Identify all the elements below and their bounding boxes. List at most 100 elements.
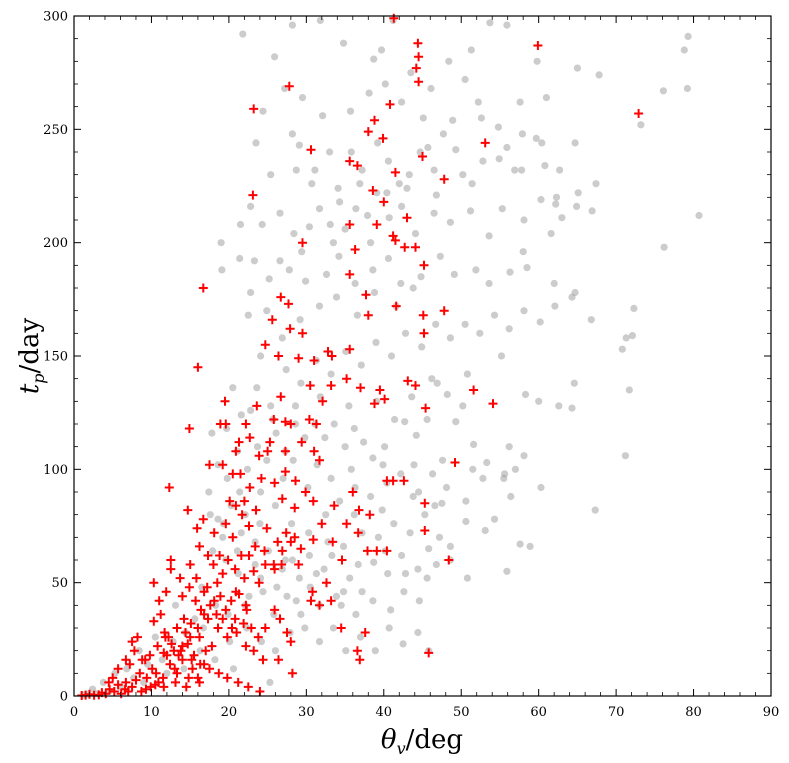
data-point-circle [401,570,410,578]
data-point-circle [414,565,422,573]
data-point-circle [474,98,482,106]
data-point-plus [356,383,365,393]
data-point-plus [161,587,171,597]
data-point-circle [360,438,368,446]
x-tick-label: 10 [143,705,160,720]
data-point-plus [188,664,197,674]
data-point-plus [411,242,420,252]
data-point-circle [233,547,241,555]
data-point-plus [193,362,203,372]
data-point-plus [326,381,336,390]
data-point-plus [191,573,201,583]
data-point-plus [127,637,137,647]
data-point-plus [277,494,287,504]
x-axis: 0 10 20 30 40 50 60 70 80 90 [70,16,779,720]
data-point-circle [417,273,425,281]
data-point-circle [425,545,433,553]
data-point-circle [519,248,527,256]
data-point-plus [329,501,339,511]
data-point-circle [271,502,279,510]
data-point-plus [253,632,263,642]
data-point-circle [252,139,260,147]
data-point-circle [511,465,519,473]
data-point-plus [234,437,244,447]
data-point-circle [521,390,530,399]
data-point-circle [483,458,491,467]
data-point-plus [198,514,208,524]
data-point-circle [288,21,296,29]
data-point-plus [298,238,307,248]
data-point-plus [363,310,373,320]
data-point-circle [438,499,446,507]
data-point-plus [166,564,176,574]
data-point-plus [154,596,164,606]
data-point-circle [209,547,217,555]
data-point-plus [342,374,352,384]
data-point-plus [380,394,390,404]
data-point-circle [271,53,279,61]
data-point-circle [180,665,188,673]
data-point-plus [162,650,172,660]
data-point-circle [573,64,582,72]
data-point-circle [431,502,439,510]
data-point-plus [195,659,205,669]
data-point-plus [352,161,362,171]
data-point-plus [246,623,256,633]
data-point-circle [541,162,549,170]
data-point-circle [370,55,378,63]
data-point-circle [461,320,469,328]
data-point-plus [439,306,449,316]
data-point-circle [350,511,358,519]
data-point-circle [295,574,303,582]
data-point-plus [419,260,429,270]
data-point-circle [234,570,242,578]
data-point-plus [241,600,251,610]
data-point-circle [292,166,300,174]
data-point-plus [290,503,300,513]
data-point-circle [191,615,199,623]
data-point-circle [256,520,264,528]
data-point-circle [315,205,324,213]
data-point-circle [505,443,513,451]
data-point-circle [384,157,392,165]
data-point-circle [321,434,329,442]
data-point-circle [332,293,341,301]
data-point-circle [217,239,225,247]
data-point-circle [660,243,668,251]
data-point-circle [379,461,387,469]
data-point-circle [436,252,444,260]
data-point-plus [308,535,318,545]
data-point-circle [401,329,410,337]
y-axis-label-unit: /day [15,318,45,374]
data-point-plus [141,684,151,694]
data-point-circle [250,257,258,265]
data-point-plus [249,566,259,576]
y-axis: 0 50 100 150 200 250 300 [43,10,771,705]
data-point-circle [494,123,502,131]
data-point-plus [244,551,254,560]
data-point-circle [622,334,630,342]
data-point-circle [258,220,266,229]
data-point-plus [233,677,243,687]
data-point-plus [167,639,177,649]
data-point-circle [151,633,159,641]
data-point-circle [537,196,545,204]
data-point-circle [439,456,447,464]
data-point-plus [342,519,352,529]
data-point-plus [239,619,249,628]
data-point-circle [397,279,405,288]
x-tick-label: 0 [70,705,78,720]
data-point-plus [370,399,379,409]
data-point-circle [319,112,327,120]
data-point-circle [305,223,313,231]
data-point-circle [247,406,255,414]
data-point-plus [411,63,421,73]
data-point-plus [136,687,146,696]
data-point-plus [104,677,114,687]
data-point-circle [367,239,375,247]
data-point-circle [479,474,487,482]
data-point-plus [212,578,222,588]
data-point-circle [533,57,541,65]
data-point-circle [237,529,245,537]
data-point-circle [398,202,406,210]
